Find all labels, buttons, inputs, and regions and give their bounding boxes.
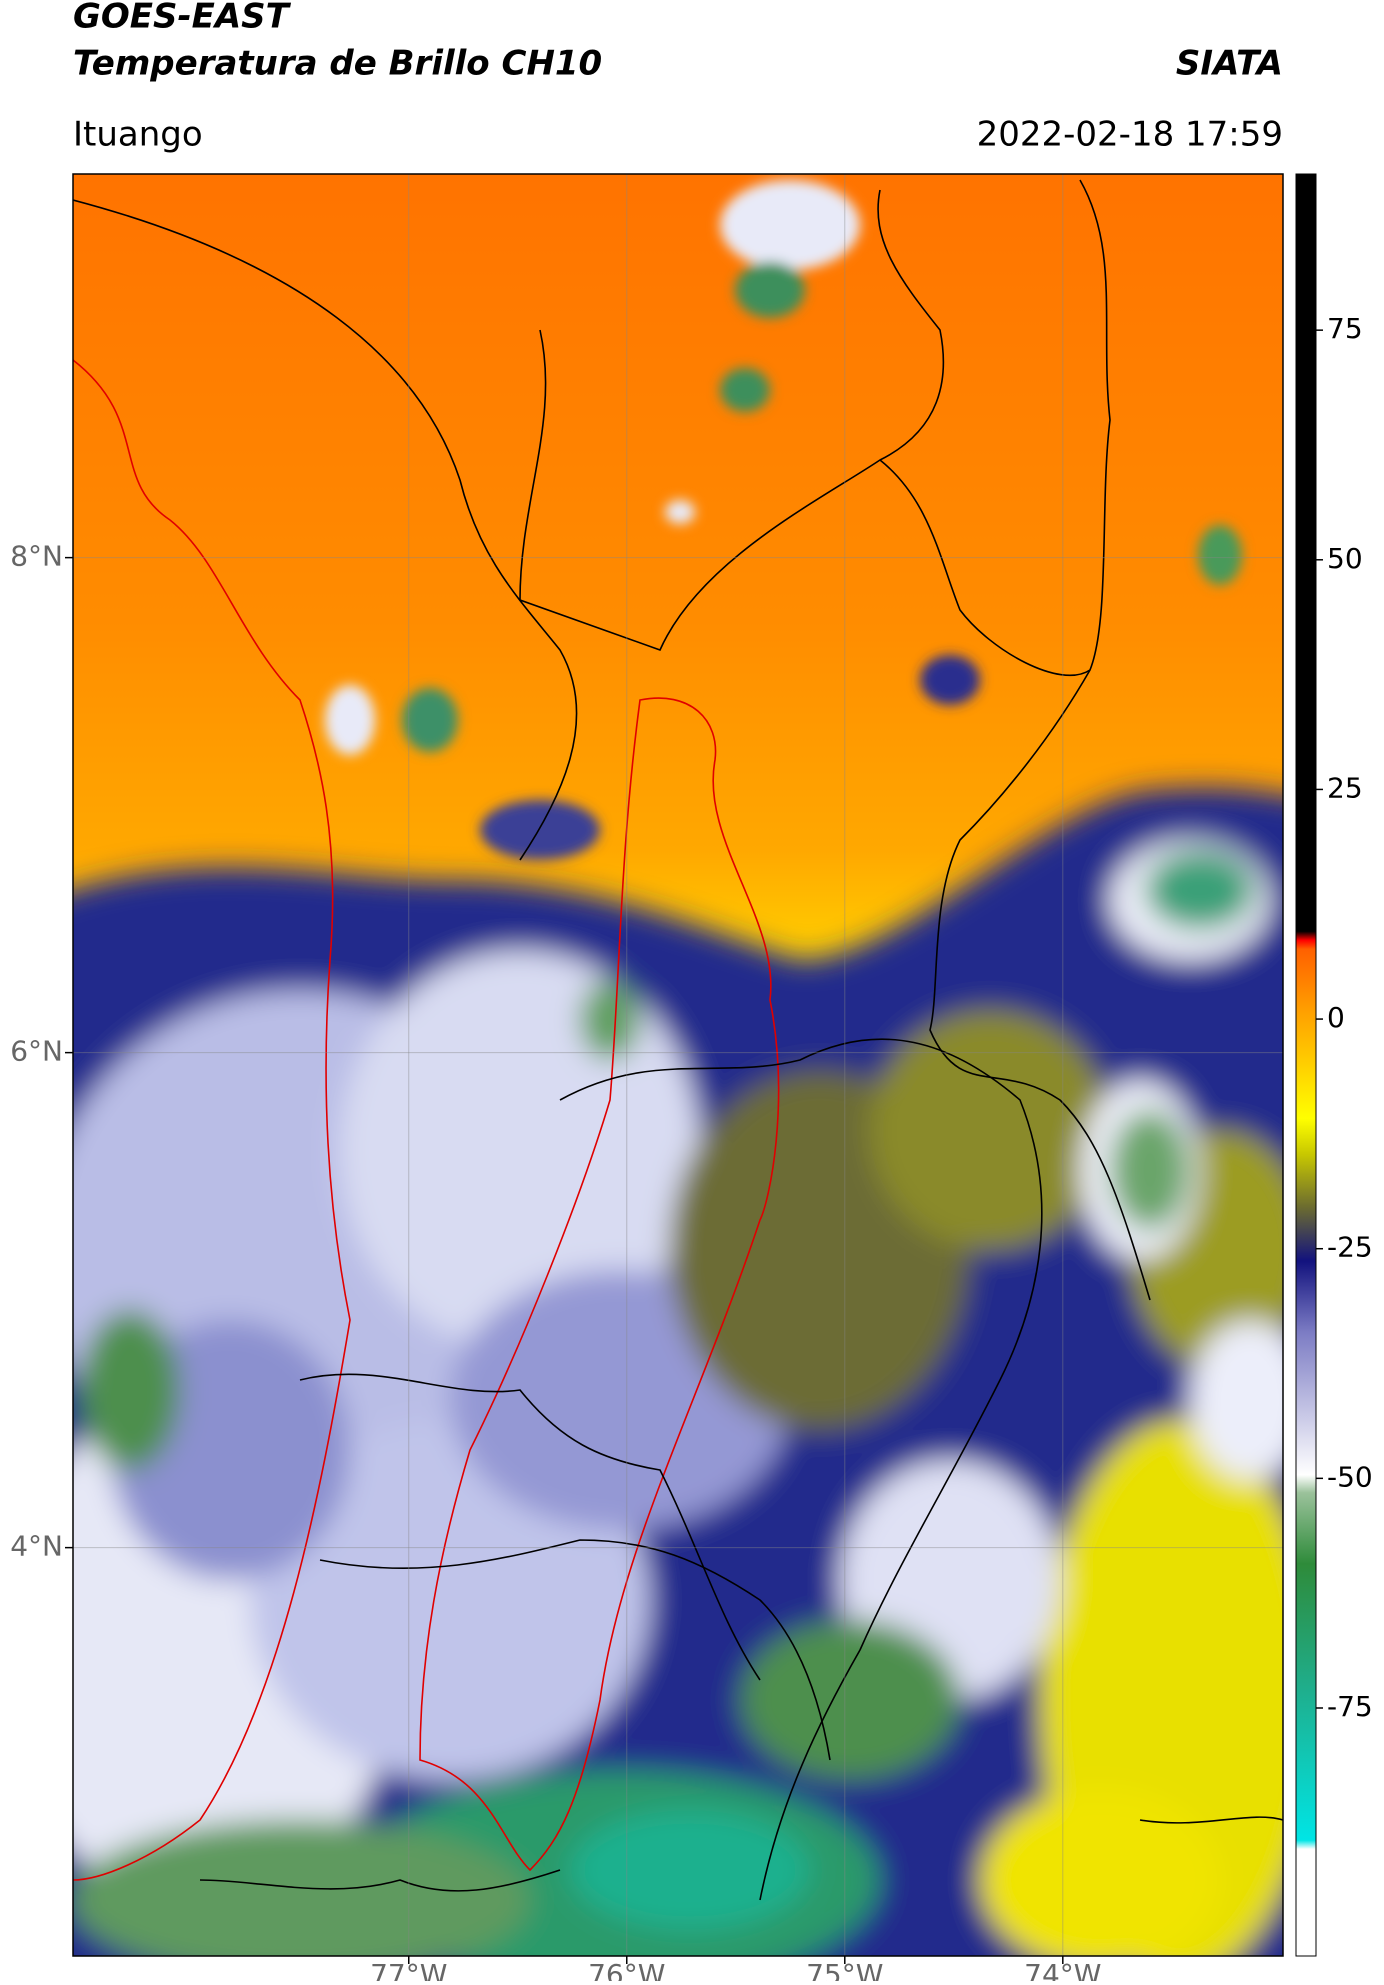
x-tick-label: 77°W [370,1958,447,1981]
title: GOES-EAST [73,0,292,37]
institution: SIATA [1176,44,1283,84]
colorbar [1295,173,1317,1957]
colorbar-tick-label: -75 [1327,1690,1373,1723]
x-tick-label: 75°W [806,1958,883,1981]
y-tick-label: 6°N [10,1035,63,1068]
y-tick-label: 4°N [10,1530,63,1563]
datetime: 2022-02-18 17:59 [977,115,1283,155]
colorbar-tick-label: -25 [1327,1231,1373,1264]
colorbar-tick-label: 50 [1327,542,1363,575]
colorbar-tick-label: 25 [1327,771,1363,804]
x-tick-label: 76°W [588,1958,665,1981]
x-tick-label: 74°W [1024,1958,1101,1981]
satellite-image [73,174,1283,1956]
location: Ituango [73,115,203,155]
y-tick-label: 8°N [10,540,63,573]
colorbar-tick-label: 75 [1327,312,1363,345]
colorbar-ticks: 75 50 25 0 -25 -50 -75 [1316,312,1373,1723]
colorbar-tick-label: 0 [1327,1001,1345,1034]
map-frame [72,173,1284,1957]
subtitle: Temperatura de Brillo CH10 [73,44,602,84]
colorbar-tick-label: -50 [1327,1460,1373,1493]
